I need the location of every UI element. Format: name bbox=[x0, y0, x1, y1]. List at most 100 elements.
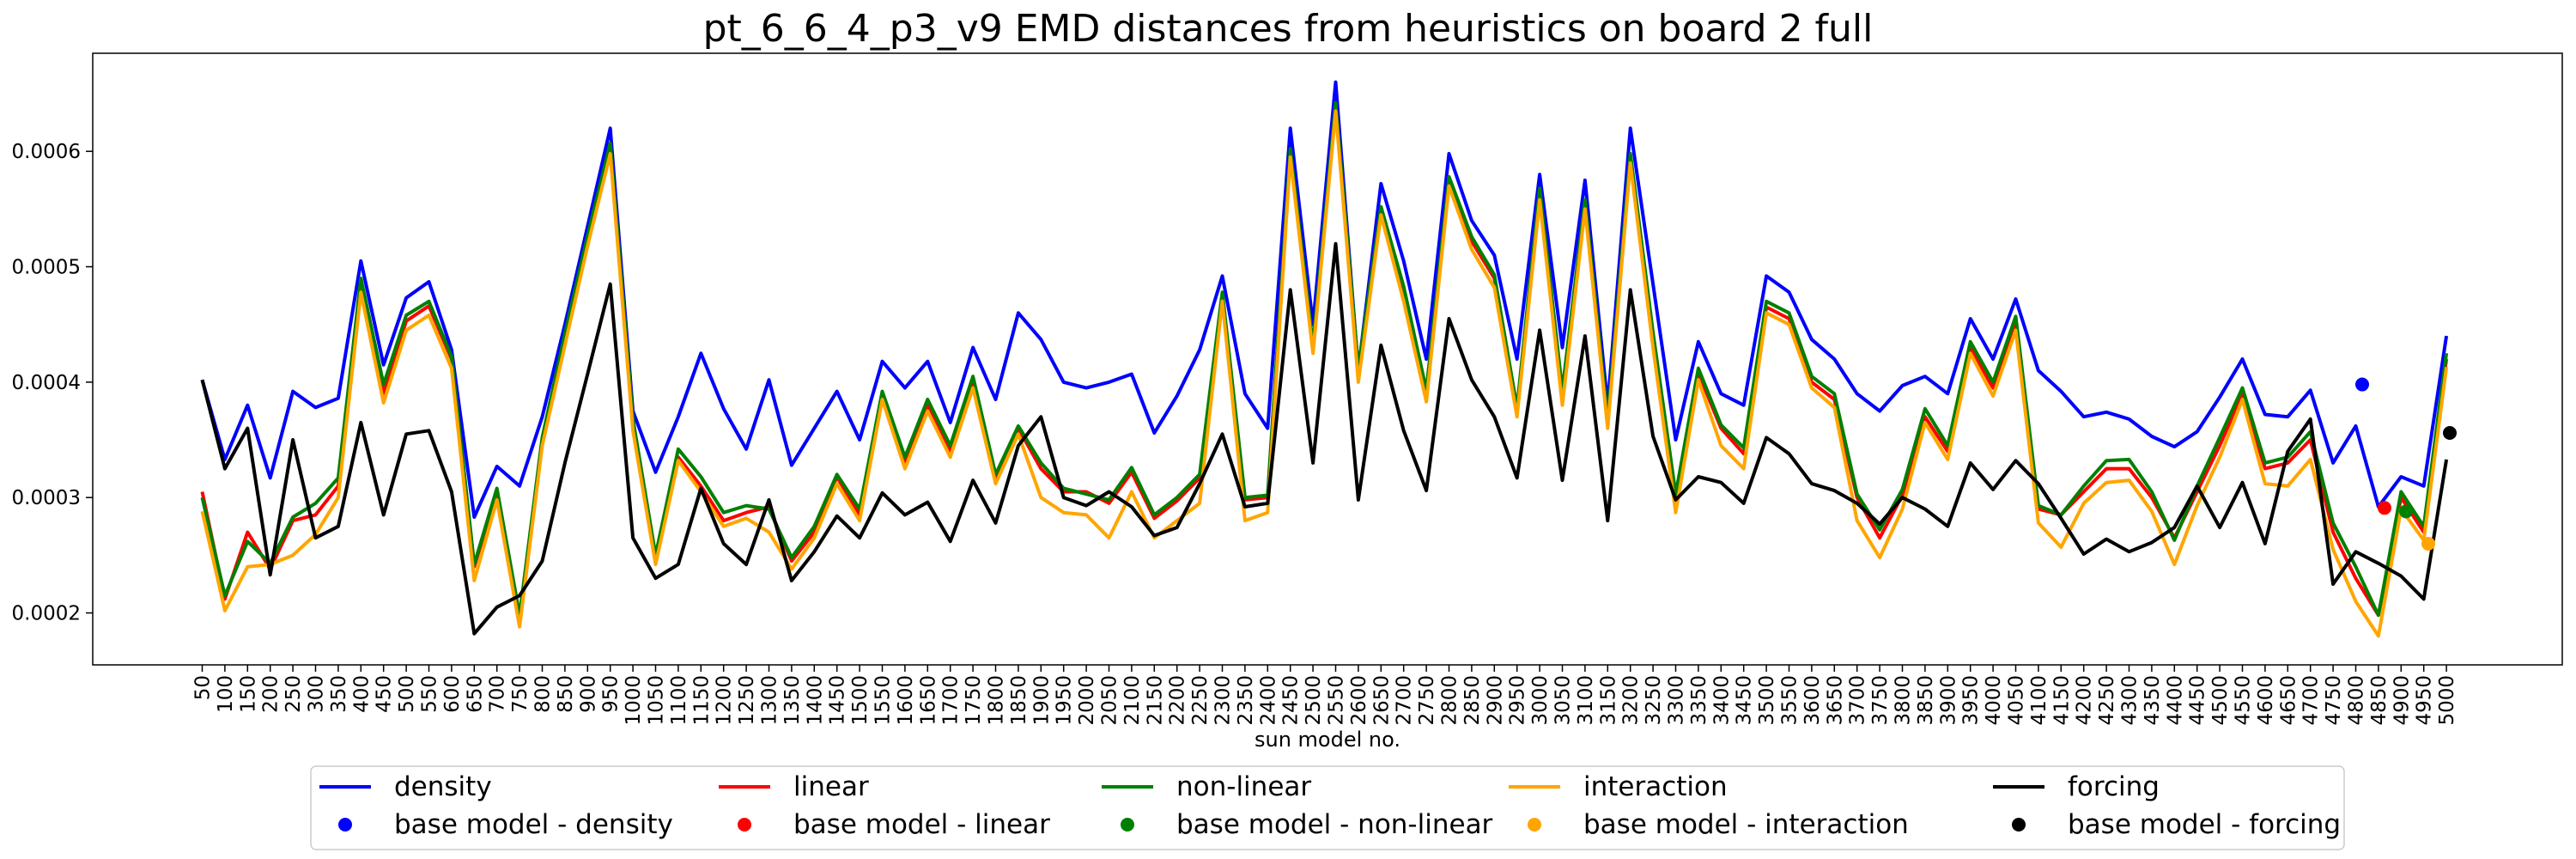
x-tick-label: 1250 bbox=[736, 675, 758, 726]
x-tick-label: 3000 bbox=[1529, 675, 1552, 726]
x-tick-label: 4350 bbox=[2142, 675, 2164, 726]
base-model-points bbox=[2355, 377, 2457, 551]
x-tick-label: 3100 bbox=[1575, 675, 1597, 726]
x-tick-label: 3700 bbox=[1847, 675, 1869, 726]
x-tick-label: 2500 bbox=[1303, 675, 1325, 726]
x-tick-label: 4750 bbox=[2323, 675, 2345, 726]
y-tick-label: 0.0002 bbox=[12, 603, 81, 625]
legend-label: forcing bbox=[2068, 771, 2160, 802]
legend-label: density bbox=[394, 771, 492, 802]
x-tick-label: 1950 bbox=[1054, 675, 1076, 726]
chart-title: pt_6_6_4_p3_v9 EMD distances from heuris… bbox=[703, 7, 1874, 51]
x-tick-label: 4800 bbox=[2346, 675, 2368, 726]
x-tick-label: 3900 bbox=[1937, 675, 1959, 726]
legend-label: base model - density bbox=[394, 809, 673, 840]
x-tick-label: 1100 bbox=[668, 675, 690, 726]
y-tick-label: 0.0006 bbox=[12, 141, 81, 163]
legend-label: base model - non-linear bbox=[1176, 809, 1493, 840]
x-tick-label: 150 bbox=[237, 675, 259, 713]
legend-label: non-linear bbox=[1176, 771, 1311, 802]
x-tick-label: 3800 bbox=[1893, 675, 1915, 726]
x-axis: 50 100 150 200 250 300 350 400 450 500 550 600 650 70… bbox=[192, 665, 2458, 726]
base-model-point-base-model-interaction bbox=[2421, 536, 2435, 551]
x-tick-label: 750 bbox=[509, 675, 532, 713]
x-tick-label: 4650 bbox=[2277, 675, 2300, 726]
y-tick-label: 0.0004 bbox=[12, 372, 81, 394]
y-tick-label: 0.0005 bbox=[12, 257, 81, 279]
x-tick-label: 4200 bbox=[2074, 675, 2096, 726]
x-tick-label: 4550 bbox=[2233, 675, 2255, 726]
x-tick-label: 3750 bbox=[1869, 675, 1892, 726]
x-tick-label: 2200 bbox=[1167, 675, 1189, 726]
x-tick-label: 3850 bbox=[1915, 675, 1937, 726]
x-tick-label: 1050 bbox=[646, 675, 668, 726]
legend-label: base model - linear bbox=[793, 809, 1050, 840]
x-tick-label: 4450 bbox=[2187, 675, 2209, 726]
x-tick-label: 1650 bbox=[917, 675, 939, 726]
x-tick-label: 1150 bbox=[690, 675, 713, 726]
x-tick-label: 700 bbox=[487, 675, 509, 713]
base-model-point-base-model-forcing bbox=[2443, 425, 2457, 440]
x-tick-label: 950 bbox=[600, 675, 623, 713]
x-tick-label: 3150 bbox=[1597, 675, 1619, 726]
x-tick-label: 2900 bbox=[1484, 675, 1506, 726]
x-tick-label: 350 bbox=[328, 675, 350, 713]
legend-label: linear bbox=[793, 771, 869, 802]
x-tick-label: 2700 bbox=[1394, 675, 1416, 726]
x-tick-label: 250 bbox=[283, 675, 305, 713]
x-tick-label: 850 bbox=[555, 675, 577, 713]
x-tick-label: 1500 bbox=[849, 675, 872, 726]
x-tick-label: 3500 bbox=[1756, 675, 1778, 726]
x-tick-label: 200 bbox=[260, 675, 283, 713]
x-tick-label: 3300 bbox=[1666, 675, 1688, 726]
x-tick-label: 1400 bbox=[804, 675, 826, 726]
series-line-interaction bbox=[200, 109, 2449, 638]
x-tick-label: 4950 bbox=[2414, 675, 2436, 726]
x-tick-label: 2800 bbox=[1439, 675, 1461, 726]
x-tick-label: 50 bbox=[192, 675, 215, 700]
x-axis-label: sun model no. bbox=[1255, 728, 1400, 752]
base-model-point-base-model-density bbox=[2355, 377, 2369, 392]
x-tick-label: 1000 bbox=[623, 675, 645, 726]
x-tick-label: 1700 bbox=[940, 675, 963, 726]
legend-swatch bbox=[1121, 818, 1134, 832]
x-tick-label: 2550 bbox=[1326, 675, 1348, 726]
x-tick-label: 4000 bbox=[1983, 675, 2005, 726]
x-tick-label: 1900 bbox=[1030, 675, 1053, 726]
x-tick-label: 300 bbox=[306, 675, 328, 713]
x-tick-label: 2000 bbox=[1076, 675, 1098, 726]
x-tick-label: 4700 bbox=[2300, 675, 2323, 726]
legend-swatch bbox=[738, 818, 751, 832]
x-tick-label: 4600 bbox=[2255, 675, 2277, 726]
x-tick-label: 3350 bbox=[1688, 675, 1710, 726]
x-tick-label: 5000 bbox=[2436, 675, 2458, 726]
series-line-forcing bbox=[200, 241, 2449, 636]
x-tick-label: 100 bbox=[215, 675, 237, 713]
x-tick-label: 4250 bbox=[2096, 675, 2118, 726]
x-tick-label: 400 bbox=[350, 675, 373, 713]
legend-swatch bbox=[1528, 818, 1541, 832]
x-tick-label: 3600 bbox=[1801, 675, 1824, 726]
x-tick-label: 600 bbox=[441, 675, 464, 713]
legend: density linear non-linear interaction forcin… bbox=[310, 765, 2345, 850]
x-tick-label: 650 bbox=[464, 675, 486, 713]
base-model-point-base-model-linear bbox=[2378, 501, 2391, 515]
x-tick-label: 3400 bbox=[1710, 675, 1733, 726]
x-tick-label: 4050 bbox=[2006, 675, 2028, 726]
x-tick-label: 4850 bbox=[2368, 675, 2391, 726]
x-tick-label: 2050 bbox=[1099, 675, 1121, 726]
x-tick-label: 3450 bbox=[1734, 675, 1756, 726]
x-tick-label: 3650 bbox=[1824, 675, 1846, 726]
x-tick-label: 4400 bbox=[2164, 675, 2186, 726]
x-tick-label: 4300 bbox=[2119, 675, 2142, 726]
series-line-density bbox=[200, 80, 2449, 519]
x-tick-label: 1350 bbox=[781, 675, 804, 726]
x-tick-label: 2600 bbox=[1348, 675, 1370, 726]
x-tick-label: 500 bbox=[396, 675, 418, 713]
legend-label: base model - interaction bbox=[1583, 809, 1909, 840]
x-tick-label: 2950 bbox=[1507, 675, 1529, 726]
x-tick-label: 3050 bbox=[1552, 675, 1575, 726]
legend-label: interaction bbox=[1583, 771, 1728, 802]
x-tick-label: 4150 bbox=[2050, 675, 2073, 726]
